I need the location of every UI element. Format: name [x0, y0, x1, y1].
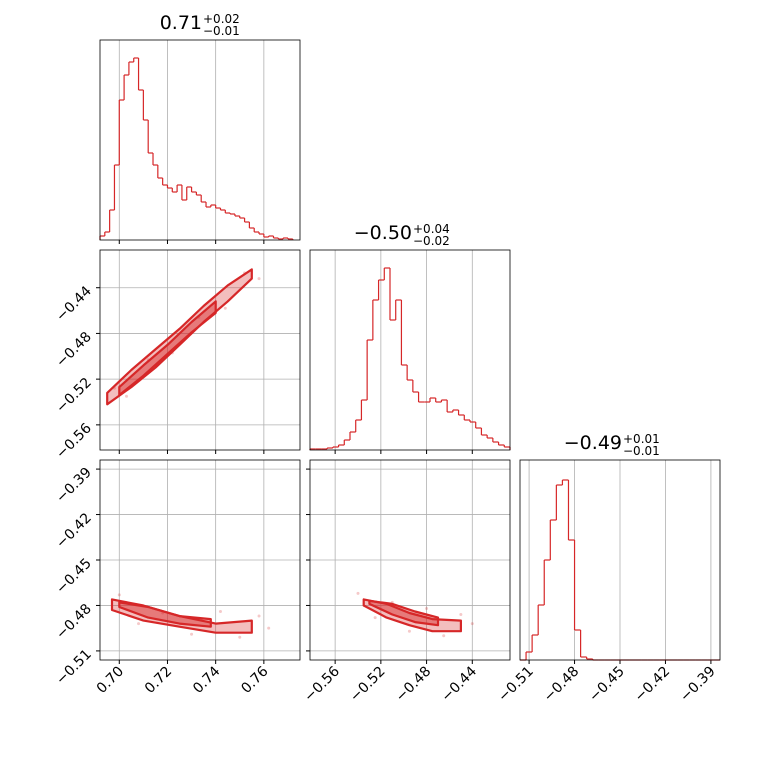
y-tick-label: −0.48 [53, 601, 95, 643]
x-tick-label: −0.56 [301, 663, 343, 705]
contour [368, 599, 440, 627]
sample-point [267, 626, 271, 630]
panel-frame [309, 249, 511, 451]
y-tick-label: −0.45 [53, 556, 95, 598]
title-value: −0.50 [354, 222, 412, 244]
title-plus: +0.04 [413, 222, 450, 236]
title-value: 0.71 [160, 12, 202, 34]
y-tick-label: −0.39 [53, 465, 95, 507]
y-tick-label: −0.42 [53, 510, 95, 552]
x-tick-label: −0.42 [632, 664, 674, 706]
y-tick-label: −0.52 [53, 375, 95, 417]
y-tick-label: −0.51 [53, 646, 95, 688]
x-tick-label: 0.76 [238, 663, 271, 696]
panel-frame [309, 459, 511, 661]
title-plus: +0.01 [623, 432, 660, 446]
x-tick-label: −0.45 [586, 664, 628, 706]
sample-point [442, 634, 446, 638]
title-plus: +0.02 [203, 12, 240, 26]
x-tick-label: −0.52 [347, 664, 389, 706]
sample-point [125, 394, 129, 398]
sample-point [190, 632, 194, 636]
contour [118, 300, 217, 397]
title-minus: −0.02 [413, 234, 450, 248]
sample-point [117, 593, 121, 597]
sample-point [137, 622, 141, 626]
x-tick-label: 0.70 [94, 664, 127, 697]
sample-point [223, 306, 227, 310]
panel-frame [99, 39, 301, 241]
title-minus: −0.01 [623, 444, 660, 458]
sample-point [407, 629, 411, 633]
sample-point [459, 613, 463, 617]
title-minus: −0.01 [203, 24, 240, 38]
sample-point [218, 610, 222, 614]
x-tick-label: −0.44 [438, 663, 480, 705]
sample-point [257, 277, 261, 281]
sample-point [238, 635, 242, 639]
panel-frame [99, 249, 301, 451]
y-tick-label: −0.44 [53, 283, 95, 325]
x-tick-label: 0.72 [142, 664, 175, 697]
y-tick-label: −0.48 [53, 329, 95, 371]
sample-point [356, 591, 360, 595]
panel-frame [519, 459, 721, 661]
sample-point [425, 606, 429, 610]
x-tick-label: −0.48 [541, 664, 583, 706]
x-tick-label: −0.48 [393, 664, 435, 706]
x-tick-label: −0.39 [677, 664, 719, 706]
contour [118, 601, 212, 628]
panel-frame [99, 459, 301, 661]
y-tick-label: −0.56 [53, 420, 95, 462]
sample-point [373, 616, 377, 620]
x-tick-label: −0.51 [495, 664, 537, 706]
title-value: −0.49 [564, 432, 622, 454]
sample-point [470, 622, 474, 626]
x-tick-label: 0.74 [190, 663, 223, 696]
sample-point [257, 614, 261, 618]
